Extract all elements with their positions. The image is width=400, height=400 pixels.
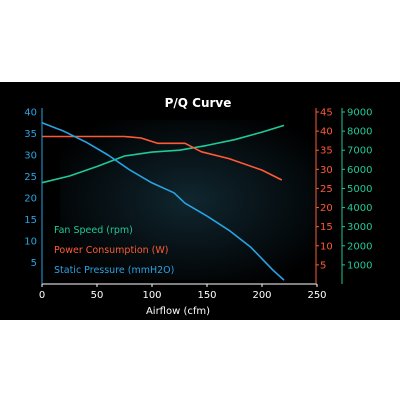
pressure-tick-label: 15 bbox=[24, 215, 37, 226]
speed-tick-label: 7000 bbox=[347, 146, 372, 157]
power-tick-label: 5 bbox=[320, 260, 326, 271]
power-tick-label: 35 bbox=[320, 146, 333, 157]
speed-tick-label: 6000 bbox=[347, 165, 372, 176]
x-axis-label: Airflow (cfm) bbox=[146, 306, 210, 317]
x-tick-label: 0 bbox=[39, 290, 45, 301]
axes-layer: 0 50 100 150 200 250 5 10 15 20 25 30 35 40 5 10 15 20 25 3… bbox=[24, 108, 372, 302]
power-tick-label: 45 bbox=[320, 108, 333, 119]
speed-tick-label: 8000 bbox=[347, 127, 372, 138]
power-tick-label: 30 bbox=[320, 165, 333, 176]
speed-tick-label: 1000 bbox=[347, 260, 372, 271]
pressure-tick-label: 20 bbox=[24, 194, 37, 205]
power-tick-label: 15 bbox=[320, 222, 333, 233]
chart-title: P/Q Curve bbox=[165, 96, 232, 110]
pressure-tick-label: 25 bbox=[24, 172, 37, 183]
speed-tick-label: 4000 bbox=[347, 203, 372, 214]
x-tick-label: 150 bbox=[197, 290, 216, 301]
series-line-pressure bbox=[41, 122, 285, 281]
plot-glow bbox=[60, 120, 320, 280]
pressure-tick-label: 40 bbox=[24, 108, 37, 119]
power-tick-label: 40 bbox=[320, 127, 333, 138]
pressure-tick-label: 10 bbox=[24, 237, 37, 248]
pressure-tick-label: 30 bbox=[24, 151, 37, 162]
power-tick-label: 20 bbox=[320, 203, 333, 214]
pressure-tick-label: 5 bbox=[31, 258, 37, 269]
x-tick-label: 100 bbox=[142, 290, 161, 301]
series-line-power bbox=[42, 135, 283, 181]
power-tick-label: 10 bbox=[320, 241, 333, 252]
legend-entry-power: Power Consumption (W) bbox=[54, 245, 169, 256]
x-tick-label: 200 bbox=[252, 290, 271, 301]
series-layer bbox=[41, 120, 320, 281]
pressure-tick-label: 35 bbox=[24, 129, 37, 140]
speed-tick-label: 3000 bbox=[347, 222, 372, 233]
speed-tick-label: 9000 bbox=[347, 108, 372, 119]
power-tick-label: 25 bbox=[320, 184, 333, 195]
series-line-speed bbox=[41, 124, 285, 184]
speed-tick-label: 5000 bbox=[347, 184, 372, 195]
legend-entry-speed: Fan Speed (rpm) bbox=[54, 225, 133, 236]
legend-entry-pressure: Static Pressure (mmH2O) bbox=[54, 265, 174, 276]
x-tick-label: 50 bbox=[91, 290, 104, 301]
legend: Fan Speed (rpm) Power Consumption (W) Stat… bbox=[54, 225, 174, 276]
x-tick-label: 250 bbox=[307, 290, 326, 301]
speed-tick-label: 2000 bbox=[347, 241, 372, 252]
